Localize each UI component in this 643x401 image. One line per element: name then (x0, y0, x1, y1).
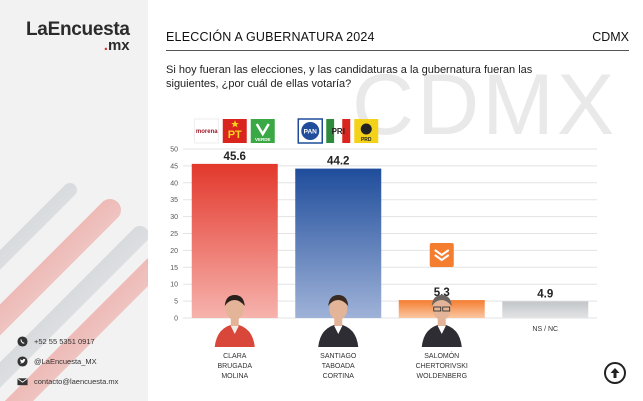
party-logo-morena-icon: morena (194, 118, 219, 144)
region-watermark: CDMX (352, 57, 618, 153)
bar (295, 168, 382, 318)
party-logo-pt-icon: PT (222, 119, 247, 143)
mail-icon (17, 378, 28, 386)
contact-email-address: contacto@laencuesta.mx (34, 377, 119, 386)
data-label: 45.6 (224, 151, 246, 163)
contact-twitter: @LaEncuesta_MX (17, 356, 97, 367)
svg-text:PAN: PAN (304, 129, 318, 136)
x-tick-label: MOLINA (221, 373, 248, 380)
y-tick-label: 20 (170, 248, 178, 255)
svg-text:PRD: PRD (361, 137, 372, 143)
contact-email: contacto@laencuesta.mx (17, 376, 118, 387)
data-label: 4.9 (537, 288, 553, 300)
bar (502, 301, 589, 318)
y-tick-label: 25 (170, 231, 178, 238)
y-tick-label: 10 (170, 282, 178, 289)
brand-name: LaEncuesta (26, 19, 130, 40)
contact-phone: +52 55 5351 0917 (34, 337, 95, 346)
party-logo-prd-icon: PRD (354, 119, 379, 143)
y-tick-label: 45 (170, 163, 178, 170)
x-tick-label: BRUGADA (217, 363, 252, 370)
x-tick-label: CLARA (223, 353, 247, 360)
y-tick-label: 0 (174, 316, 178, 323)
y-tick-label: 15 (170, 265, 178, 272)
y-tick-label: 35 (170, 197, 178, 204)
twitter-icon (17, 356, 28, 367)
party-logo-verde-icon: VERDE (250, 119, 275, 143)
decorative-stripes (0, 183, 148, 401)
data-label: 44.2 (327, 156, 349, 168)
y-tick-label: 40 (170, 180, 178, 187)
svg-text:PRI: PRI (332, 127, 345, 136)
bar (191, 163, 278, 318)
party-logo-pan-icon: PAN (297, 118, 323, 144)
party-logos: morena PT VERDE PAN PRI PRD (194, 118, 454, 267)
contact-whatsapp: +52 55 5351 0917 (17, 336, 95, 347)
x-tick-label: NS / NC (532, 326, 558, 333)
y-axis: 0 5 10 15 20 25 30 35 40 45 50 (170, 147, 178, 323)
party-logo-mc-icon (429, 243, 454, 267)
svg-text:morena: morena (196, 129, 218, 135)
contact-twitter-handle: @LaEncuesta_MX (34, 357, 97, 366)
candidate-photo (214, 295, 255, 347)
scroll-to-top-button[interactable] (604, 362, 626, 384)
region-label: CDMX (592, 30, 629, 44)
x-tick-label: SANTIAGO (320, 353, 357, 360)
brand-tld: .mx (103, 37, 130, 54)
x-tick-label: WOLDENBERG (416, 373, 467, 380)
svg-text:PT: PT (228, 129, 242, 141)
candidate-photo (421, 295, 462, 347)
candidate-photo (318, 295, 359, 347)
sidebar: LaEncuesta .mx +52 55 5351 0917 @LaEncue… (0, 0, 148, 401)
whatsapp-icon (17, 336, 28, 347)
candidate-photos (214, 295, 462, 347)
brand-logo: LaEncuesta .mx (26, 20, 130, 53)
y-tick-label: 50 (170, 147, 178, 154)
x-tick-label: CHERTORIVSKI (416, 363, 468, 370)
svg-text:VERDE: VERDE (255, 137, 271, 142)
x-tick-label: CORTINA (323, 373, 355, 380)
bars: 45.6 44.25.3 4.9 (191, 151, 589, 318)
arrow-up-icon (610, 368, 620, 378)
header-divider (166, 50, 629, 51)
x-axis-labels: CLARA BRUGADA MOLINA SANTIAGO TABOADA CORTINA… (217, 326, 558, 380)
y-tick-label: 5 (174, 299, 178, 306)
y-tick-label: 30 (170, 214, 178, 221)
party-logo-pri-icon: PRI (326, 119, 351, 143)
survey-question: Si hoy fueran las elecciones, y las cand… (166, 64, 533, 90)
x-tick-label: SALOMÓN (424, 351, 459, 360)
page-title: ELECCIÓN A GUBERNATURA 2024 (166, 30, 375, 44)
x-tick-label: TABOADA (322, 363, 355, 370)
